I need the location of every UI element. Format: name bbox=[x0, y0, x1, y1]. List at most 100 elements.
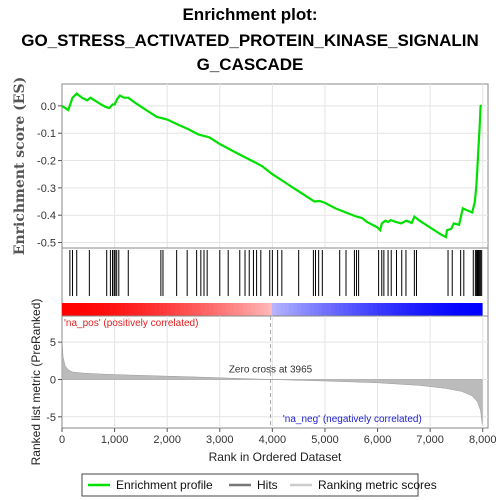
rank-color-bar bbox=[62, 303, 483, 316]
x-tick-label: 3,000 bbox=[206, 434, 234, 446]
metric-y-ticks: 5 0 -5 bbox=[46, 337, 62, 424]
rank-bar-segment bbox=[108, 303, 113, 316]
rank-bar-segment bbox=[246, 303, 252, 316]
rank-bar-segment bbox=[234, 303, 239, 316]
rank-bar-segment bbox=[276, 303, 281, 316]
rank-bar-segment bbox=[83, 303, 88, 316]
rank-bar-segment bbox=[309, 303, 315, 316]
chart-title: Enrichment plot: GO_STRESS_ACTIVATED_PRO… bbox=[21, 5, 479, 74]
zero-cross-label: Zero cross at 3965 bbox=[229, 365, 313, 376]
rank-bar-segment bbox=[431, 303, 437, 316]
hits-marks bbox=[69, 250, 483, 296]
es-y-tick-label: -0.5 bbox=[37, 238, 56, 250]
rank-bar-segment bbox=[326, 303, 332, 316]
rank-bar-segment bbox=[368, 303, 374, 316]
rank-bar-segment bbox=[125, 303, 130, 316]
metric-y-tick-label: -5 bbox=[46, 412, 56, 424]
rank-bar-segment bbox=[70, 303, 76, 316]
title-line-2: GO_STRESS_ACTIVATED_PROTEIN_KINASE_SIGNA… bbox=[21, 31, 479, 50]
rank-bar-segment bbox=[133, 303, 139, 316]
rank-bar-segment bbox=[419, 303, 424, 316]
rank-bar-segment bbox=[242, 303, 248, 316]
es-panel-frame bbox=[61, 83, 489, 249]
x-tick-label: 0 bbox=[59, 434, 65, 446]
rank-bar-segment bbox=[272, 303, 277, 316]
rank-bar-segment bbox=[188, 303, 193, 316]
rank-bar-segment bbox=[129, 303, 134, 316]
rank-bar-segment bbox=[465, 303, 471, 316]
rank-bar-segment bbox=[444, 303, 449, 316]
legend-hits: Hits bbox=[257, 478, 278, 492]
rank-bar-segment bbox=[301, 303, 307, 316]
rank-bar-segment bbox=[381, 303, 386, 316]
rank-bar-segment bbox=[137, 303, 143, 316]
rank-bar-segment bbox=[225, 303, 231, 316]
es-y-tick-label: -0.3 bbox=[37, 183, 56, 195]
x-tick-label: 4,000 bbox=[259, 434, 287, 446]
rank-bar-segment bbox=[385, 303, 391, 316]
rank-bar-segment bbox=[78, 303, 84, 316]
rank-bar-segment bbox=[406, 303, 412, 316]
rank-bar-segment bbox=[393, 303, 399, 316]
rank-bar-segment bbox=[297, 303, 302, 316]
rank-bar-segment bbox=[146, 303, 151, 316]
rank-bar-segment bbox=[389, 303, 395, 316]
es-y-tick-label: -0.2 bbox=[37, 156, 56, 168]
rank-bar-segment bbox=[120, 303, 126, 316]
rank-bar-segment bbox=[305, 303, 311, 316]
rank-bar-segment bbox=[267, 303, 273, 316]
rank-bar-segment bbox=[351, 303, 357, 316]
rank-bar-segment bbox=[158, 303, 164, 316]
rank-bar-segment bbox=[200, 303, 206, 316]
rank-bar-segment bbox=[427, 303, 433, 316]
es-y-axis-label: Enrichment score (ES) bbox=[12, 77, 28, 255]
pos-correlated-label: 'na_pos' (positively correlated) bbox=[64, 318, 198, 329]
metric-y-axis-label: Ranked list metric (PreRanked) bbox=[29, 299, 43, 466]
rank-bar-segment bbox=[62, 303, 67, 316]
rank-bar-segment bbox=[221, 303, 227, 316]
rank-bar-segment bbox=[150, 303, 155, 316]
rank-bar-segment bbox=[183, 303, 189, 316]
rank-bar-segment bbox=[213, 303, 218, 316]
rank-bar-segment bbox=[364, 303, 370, 316]
rank-bar-segment bbox=[293, 303, 298, 316]
rank-bar-segment bbox=[335, 303, 340, 316]
rank-bar-segment bbox=[192, 303, 197, 316]
rank-bar-segment bbox=[179, 303, 185, 316]
rank-bar-segment bbox=[74, 303, 80, 316]
rank-bar-segment bbox=[91, 303, 97, 316]
rank-bar-segment bbox=[473, 303, 479, 316]
rank-bar-segment bbox=[259, 303, 265, 316]
rank-bar-segment bbox=[167, 303, 172, 316]
rank-bar-segment bbox=[435, 303, 441, 316]
rank-bar-segment bbox=[448, 303, 454, 316]
x-tick-label: 5,000 bbox=[311, 434, 339, 446]
rank-bar-segment bbox=[196, 303, 202, 316]
rank-bar-segment bbox=[372, 303, 378, 316]
rank-bar-segment bbox=[339, 303, 344, 316]
rank-bar-segment bbox=[209, 303, 214, 316]
legend: Enrichment profile Hits Ranking metric s… bbox=[81, 473, 437, 497]
rank-bar-segment bbox=[141, 303, 147, 316]
rank-bar-segment bbox=[360, 303, 365, 316]
rank-bar-segment bbox=[330, 303, 336, 316]
title-line-1: Enrichment plot: bbox=[182, 5, 317, 24]
rank-bar-segment bbox=[347, 303, 353, 316]
rank-bar-segment bbox=[478, 303, 483, 316]
rank-bar-segment bbox=[377, 303, 382, 316]
rank-bar-segment bbox=[204, 303, 210, 316]
rank-bar-segment bbox=[452, 303, 458, 316]
rank-bar-segment bbox=[112, 303, 118, 316]
rank-bar-segment bbox=[116, 303, 122, 316]
x-tick-label: 1,000 bbox=[101, 434, 129, 446]
x-tick-label: 2,000 bbox=[153, 434, 181, 446]
ranking-metric-area bbox=[61, 338, 483, 425]
rank-bar-segment bbox=[457, 303, 462, 316]
x-axis-ticks: 0 1,000 2,000 3,000 4,000 5,000 6,000 7,000 8,00… bbox=[59, 428, 497, 446]
rank-bar-segment bbox=[251, 303, 256, 316]
rank-bar-segment bbox=[66, 303, 71, 316]
metric-panel-frame bbox=[61, 315, 489, 429]
es-y-tick-label: 0.0 bbox=[41, 101, 56, 113]
rank-bar-segment bbox=[402, 303, 407, 316]
rank-bar-segment bbox=[440, 303, 445, 316]
